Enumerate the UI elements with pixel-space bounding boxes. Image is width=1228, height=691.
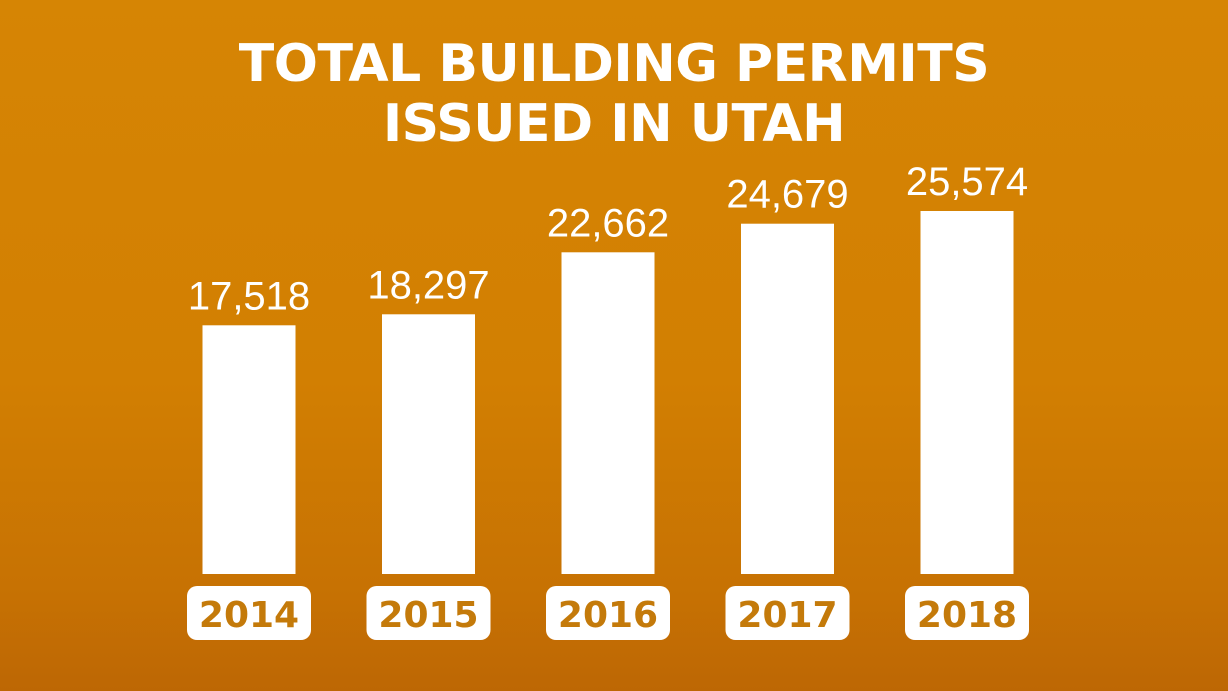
value-label-2014: 17,518 xyxy=(188,274,310,318)
year-label-2017: 2017 xyxy=(737,595,837,636)
chart-title: TOTAL BUILDING PERMITS ISSUED IN UTAH xyxy=(0,34,1228,154)
value-label-2015: 18,297 xyxy=(367,263,489,307)
year-pill-2017 xyxy=(725,586,850,640)
bar-2015 xyxy=(382,314,475,574)
year-label-2016: 2016 xyxy=(558,595,658,636)
bar-2017 xyxy=(741,223,834,574)
year-pill-2015 xyxy=(366,586,491,640)
value-label-2017: 24,679 xyxy=(726,173,848,217)
chart-title-line-2: ISSUED IN UTAH xyxy=(382,94,846,154)
bar-2014 xyxy=(202,325,296,574)
value-label-2018: 25,574 xyxy=(906,160,1028,204)
year-label-2015: 2015 xyxy=(378,595,478,636)
year-label-2014: 2014 xyxy=(199,595,299,636)
chart-title-line-1: TOTAL BUILDING PERMITS xyxy=(238,34,990,94)
value-label-2016: 22,662 xyxy=(547,201,669,245)
year-label-2018: 2018 xyxy=(917,595,1017,636)
bar-2018 xyxy=(920,211,1014,574)
bar-2016 xyxy=(561,252,655,575)
year-pill-2016 xyxy=(546,586,670,640)
year-pill-2014 xyxy=(187,586,311,640)
year-pill-2018 xyxy=(905,586,1029,640)
